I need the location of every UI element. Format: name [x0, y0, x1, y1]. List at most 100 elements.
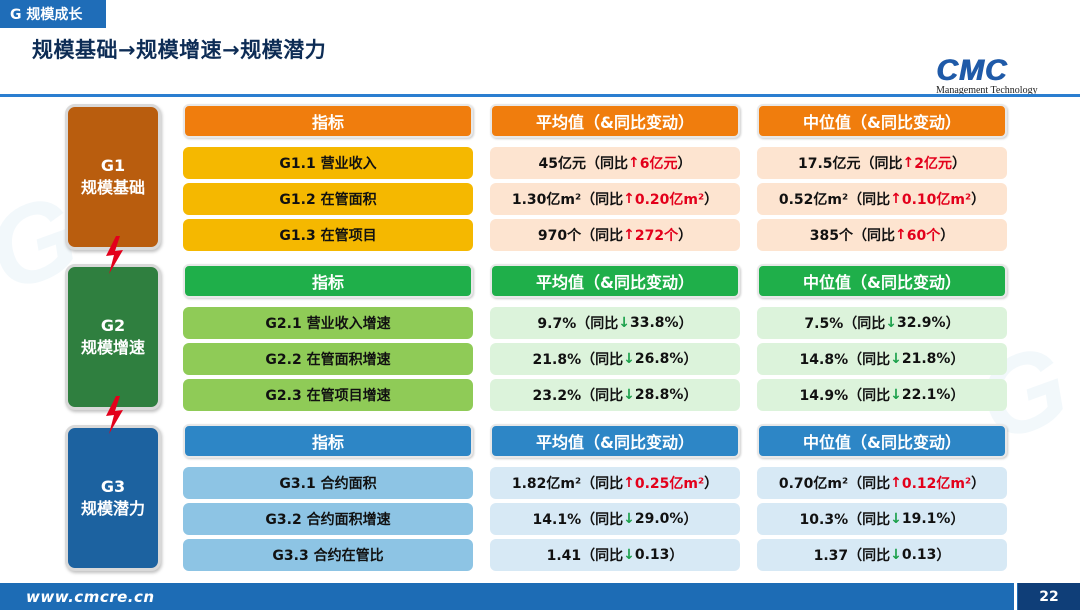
- change-value: 19.1%: [901, 511, 951, 527]
- value-suffix: ）: [971, 192, 986, 208]
- arrow-up-icon: ↑: [895, 227, 907, 243]
- value-suffix: ）: [936, 548, 951, 564]
- logo-subtitle: Management Technology: [936, 85, 1038, 96]
- arrow-down-icon: ↓: [890, 351, 902, 367]
- value-suffix: ）: [950, 388, 965, 404]
- value-suffix: ）: [683, 388, 698, 404]
- change-value: 0.10亿m²: [901, 192, 972, 208]
- change-value: 32.9%: [896, 315, 946, 331]
- median-value-cell: 10.3%（同比 ↓ 19.1%）: [757, 503, 1007, 535]
- arrow-down-icon: ↓: [623, 387, 635, 403]
- group-code: G1: [100, 156, 126, 175]
- arrow-down-icon: ↓: [885, 315, 897, 331]
- value-text: 970个（同比: [537, 228, 624, 244]
- value-suffix: ）: [683, 512, 698, 528]
- value-suffix: ）: [945, 316, 960, 332]
- indicator-cell: G2.1 营业收入增速: [183, 307, 473, 339]
- lightning-connector-icon: [106, 396, 123, 434]
- arrow-up-icon: ↑: [902, 155, 915, 171]
- column-header: 平均值（&同比变动）: [490, 264, 740, 298]
- value-text: 7.5%（同比: [804, 316, 886, 332]
- change-value: 0.25亿m²: [634, 476, 705, 492]
- arrow-down-icon: ↓: [623, 511, 635, 527]
- value-text: 385个（同比: [809, 228, 895, 244]
- indicator-cell: G1.2 在管面积: [183, 183, 473, 215]
- change-value: 6亿元: [639, 156, 678, 172]
- column-header: 指标: [183, 104, 473, 138]
- lightning-connector-icon: [106, 236, 123, 274]
- value-text: 1.37（同比: [813, 548, 891, 564]
- value-text: 14.8%（同比: [799, 352, 891, 368]
- change-value: 26.8%: [634, 351, 684, 367]
- value-suffix: ）: [678, 228, 693, 244]
- footer-url: www.cmcre.cn: [26, 587, 155, 606]
- median-value-cell: 17.5亿元（同比 ↑ 2亿元）: [757, 147, 1007, 179]
- value-text: 0.52亿m²（同比: [778, 192, 891, 208]
- average-value-cell: 45亿元（同比 ↑ 6亿元）: [490, 147, 740, 179]
- column-header: 平均值（&同比变动）: [490, 424, 740, 458]
- value-text: 0.70亿m²（同比: [778, 476, 891, 492]
- change-value: 272个: [634, 228, 679, 244]
- indicator-cell: G1.1 营业收入: [183, 147, 473, 179]
- group-name: 规模基础: [80, 178, 145, 197]
- median-value-cell: 14.9%（同比 ↓ 22.1%）: [757, 379, 1007, 411]
- average-value-cell: 1.30亿m²（同比 ↑ 0.20亿m²）: [490, 183, 740, 215]
- average-value-cell: 14.1%（同比 ↓ 29.0%）: [490, 503, 740, 535]
- arrow-up-icon: ↑: [628, 155, 640, 171]
- group-box-g1: G1 规模基础: [65, 104, 161, 250]
- header-divider: [0, 94, 1080, 97]
- value-suffix: ）: [950, 512, 965, 528]
- median-value-cell: 1.37（同比 ↓ 0.13）: [757, 539, 1007, 571]
- change-value: 0.13: [634, 547, 670, 563]
- average-value-cell: 23.2%（同比 ↓ 28.8%）: [490, 379, 740, 411]
- median-value-cell: 0.70亿m²（同比 ↑ 0.12亿m²）: [757, 467, 1007, 499]
- average-value-cell: 970个（同比 ↑ 272个）: [490, 219, 740, 251]
- column-header: 中位值（&同比变动）: [757, 424, 1007, 458]
- indicator-cell: G2.3 在管项目增速: [183, 379, 473, 411]
- change-value: 22.1%: [901, 387, 951, 403]
- change-value: 0.12亿m²: [901, 476, 972, 492]
- average-value-cell: 21.8%（同比 ↓ 26.8%）: [490, 343, 740, 375]
- arrow-down-icon: ↓: [890, 511, 902, 527]
- column-header: 指标: [183, 264, 473, 298]
- indicator-cell: G1.3 在管项目: [183, 219, 473, 251]
- value-text: 21.8%（同比: [532, 352, 624, 368]
- group-box-g3: G3 规模潜力: [65, 425, 161, 571]
- page-title: 规模基础→规模增速→规模潜力: [32, 38, 327, 62]
- column-header: 指标: [183, 424, 473, 458]
- value-text: 10.3%（同比: [799, 512, 891, 528]
- arrow-down-icon: ↓: [623, 351, 635, 367]
- arrow-down-icon: ↓: [890, 387, 902, 403]
- value-suffix: ）: [669, 548, 684, 564]
- average-value-cell: 1.41（同比 ↓ 0.13）: [490, 539, 740, 571]
- column-header: 中位值（&同比变动）: [757, 264, 1007, 298]
- arrow-up-icon: ↑: [890, 191, 902, 207]
- value-suffix: ）: [704, 476, 719, 492]
- company-logo: CMC Management Technology: [936, 56, 1056, 100]
- arrow-up-icon: ↑: [890, 475, 902, 491]
- arrow-down-icon: ↓: [618, 315, 630, 331]
- value-suffix: ）: [952, 156, 967, 172]
- group-code: G2: [100, 316, 126, 335]
- value-suffix: ）: [678, 316, 693, 332]
- indicator-cell: G3.3 合约在管比: [183, 539, 473, 571]
- column-header: 平均值（&同比变动）: [490, 104, 740, 138]
- change-value: 33.8%: [629, 315, 679, 331]
- average-value-cell: 9.7%（同比 ↓ 33.8%）: [490, 307, 740, 339]
- value-text: 17.5亿元（同比: [797, 156, 903, 172]
- group-name: 规模增速: [80, 338, 145, 357]
- group-name: 规模潜力: [80, 499, 145, 518]
- arrow-down-icon: ↓: [623, 547, 635, 563]
- indicator-cell: G3.1 合约面积: [183, 467, 473, 499]
- section-tag: G 规模成长: [0, 0, 106, 28]
- median-value-cell: 14.8%（同比 ↓ 21.8%）: [757, 343, 1007, 375]
- group-code: G3: [100, 477, 126, 496]
- value-text: 14.1%（同比: [532, 512, 624, 528]
- value-text: 23.2%（同比: [532, 388, 624, 404]
- logo-mark: CMC: [936, 54, 1008, 87]
- change-value: 0.20亿m²: [634, 192, 705, 208]
- arrow-up-icon: ↑: [623, 475, 635, 491]
- value-suffix: ）: [940, 228, 955, 244]
- value-text: 9.7%（同比: [537, 316, 619, 332]
- value-text: 45亿元（同比: [538, 156, 628, 172]
